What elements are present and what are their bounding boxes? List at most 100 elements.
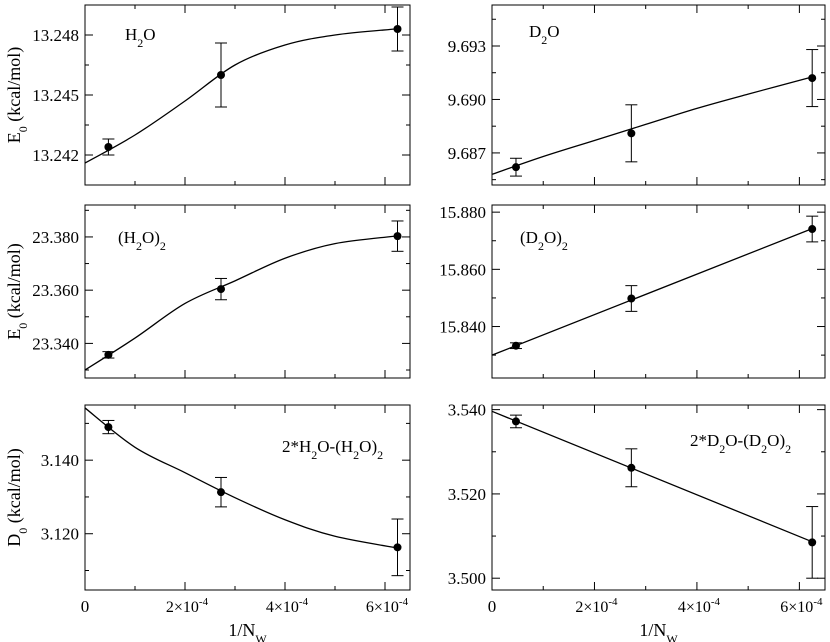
subscript: 0: [16, 323, 30, 329]
x-tick-mantissa: 2×10: [166, 599, 199, 616]
subscript: 0: [16, 126, 30, 132]
y-tick-label: 13.248: [32, 26, 79, 45]
x-tick-exponent: -4: [608, 596, 618, 608]
label-part: O-(D: [725, 431, 761, 450]
subscript: 2: [785, 442, 791, 456]
data-point: [104, 143, 113, 151]
label-part: (kcal/mol): [4, 47, 25, 126]
label-part: O): [767, 431, 785, 450]
plot-frame: [84, 404, 411, 591]
subscript: 2: [719, 442, 725, 456]
y-tick-label: 13.245: [32, 86, 79, 105]
y-axis-label: E0 (kcal/mol): [4, 243, 30, 339]
y-tick-label: 3.540: [448, 401, 486, 420]
label-part: E: [4, 132, 24, 143]
panel-title: (D2O)2: [520, 228, 568, 253]
data-point: [808, 538, 817, 547]
panel-title: (H2O)2: [118, 228, 166, 253]
data-point: [104, 423, 113, 432]
plot-frame: [491, 204, 826, 379]
data-point: [627, 294, 636, 303]
label-part: O): [544, 228, 562, 247]
subscript: W: [666, 632, 678, 642]
x-axis-label: 1/NW: [639, 620, 678, 642]
x-tick-label: 2×10-4: [575, 596, 618, 616]
x-tick-mantissa: 6×10: [366, 599, 399, 616]
x-tick-label: 0: [81, 597, 90, 616]
y-tick-label: 23.340: [32, 334, 79, 353]
x-tick-label: 0: [488, 597, 497, 616]
y-tick-label: 15.840: [439, 318, 486, 337]
data-point: [104, 350, 113, 359]
subscript: 2: [353, 448, 359, 462]
label-part: (D: [520, 228, 538, 247]
data-point: [511, 417, 520, 426]
label-part: 2*H: [282, 437, 311, 456]
plot-frame: [84, 204, 411, 379]
x-tick-label: 4×10-4: [678, 596, 721, 616]
label-part: 1/N: [639, 620, 666, 640]
panel-title: D2O: [529, 22, 560, 47]
x-tick-label: 6×10-4: [366, 596, 409, 616]
panel-title: 2*H2O-(H2O)2: [282, 437, 383, 462]
subscript: 0: [16, 528, 30, 534]
y-tick-label: 15.880: [439, 203, 486, 222]
x-axis-label: 1/NW: [228, 620, 267, 642]
label-part: (kcal/mol): [4, 448, 25, 527]
label-part: O: [143, 25, 155, 44]
subscript: 2: [562, 239, 568, 253]
label-part: O): [142, 228, 160, 247]
y-tick-label: 3.120: [41, 525, 79, 544]
label-part: D: [529, 22, 541, 41]
x-tick-exponent: -4: [813, 596, 823, 608]
panel-title: H2O: [125, 25, 156, 50]
subscript: W: [255, 632, 267, 642]
data-point: [511, 341, 520, 350]
plot-frame: [491, 4, 826, 186]
x-tick-exponent: -4: [399, 596, 409, 608]
subscript: 2: [538, 239, 544, 253]
panel-1: 9.687 9.690 9.693 D2O: [448, 4, 826, 186]
y-tick-label: 15.860: [439, 260, 486, 279]
y-tick-label: 3.140: [41, 451, 79, 470]
data-point: [808, 225, 817, 234]
label-part: O): [359, 437, 377, 456]
data-point: [217, 488, 225, 497]
y-axis-label: E0 (kcal/mol): [4, 47, 30, 143]
x-tick-mantissa: 4×10: [266, 599, 299, 616]
subscript: 2: [137, 36, 143, 50]
plot-frame: [491, 404, 826, 591]
x-tick-exponent: -4: [299, 596, 309, 608]
fit-curve: [84, 234, 401, 371]
label-part: O: [547, 22, 559, 41]
subscript: 2: [541, 33, 547, 47]
data-point: [627, 463, 636, 472]
y-tick-label: 3.500: [448, 569, 486, 588]
label-part: 1/N: [228, 620, 255, 640]
subscript: 2: [761, 442, 767, 456]
label-part: D: [4, 534, 24, 547]
y-tick-label: 9.693: [448, 37, 486, 56]
subscript: 2: [377, 448, 383, 462]
data-point: [627, 129, 636, 138]
label-part: 2*D: [690, 431, 719, 450]
data-point: [217, 285, 225, 294]
subscript: 2: [160, 239, 166, 253]
label-part: (kcal/mol): [4, 243, 25, 322]
y-tick-label: 9.687: [448, 144, 487, 163]
label-part: H: [125, 25, 137, 44]
data-point: [393, 232, 402, 241]
x-tick-exponent: -4: [711, 596, 721, 608]
label-part: E: [4, 329, 24, 340]
x-tick-label: 4×10-4: [266, 596, 309, 616]
y-axis-label: D0 (kcal/mol): [4, 448, 30, 546]
label-part: O-(H: [317, 437, 353, 456]
x-tick-mantissa: 6×10: [780, 599, 813, 616]
data-point: [808, 74, 817, 83]
data-point: [393, 543, 402, 552]
